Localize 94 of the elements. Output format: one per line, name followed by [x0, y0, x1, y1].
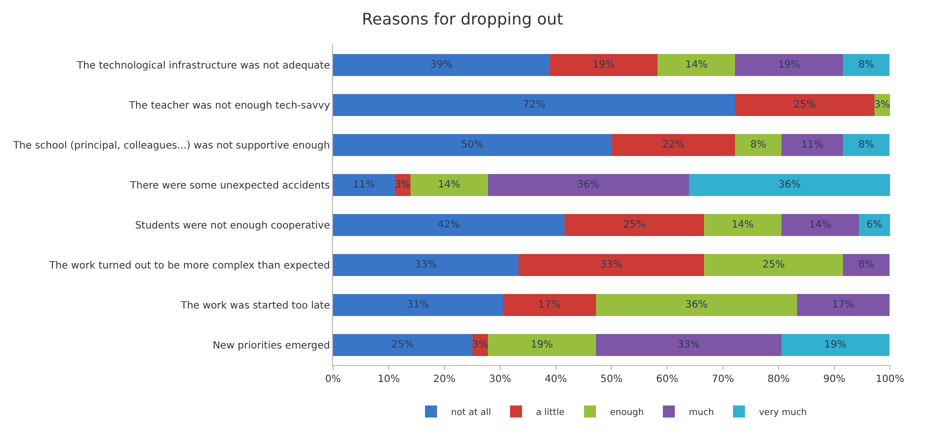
- bar: [735, 54, 844, 76]
- data-label: 8%: [858, 260, 874, 270]
- data-label: 6%: [866, 220, 882, 230]
- bar: [488, 174, 689, 196]
- bar: [781, 134, 844, 156]
- y-tick-label: Students were not enough cooperative: [135, 220, 330, 232]
- data-label: 14%: [732, 220, 754, 230]
- bar: [596, 294, 797, 316]
- data-label: 14%: [685, 60, 708, 70]
- bar: [781, 334, 890, 356]
- bar: [333, 134, 612, 156]
- legend-label: not at all: [451, 408, 492, 418]
- bar: [843, 54, 890, 76]
- data-label: 36%: [685, 300, 708, 310]
- data-label: 72%: [522, 100, 546, 110]
- data-label: 39%: [430, 60, 452, 70]
- x-tick-label: 100%: [876, 374, 904, 385]
- data-label: 25%: [762, 260, 785, 270]
- bar: [333, 94, 736, 116]
- bar: [596, 334, 782, 356]
- bar: [612, 134, 736, 156]
- chart-title: Reasons for dropping out: [362, 9, 564, 28]
- data-label: 19%: [824, 340, 847, 350]
- data-label: 25%: [623, 220, 646, 230]
- data-label: 25%: [392, 340, 414, 350]
- bar: [564, 214, 704, 236]
- y-tick-label: The technological infrastructure was not adequate: [76, 60, 330, 72]
- data-label: 14%: [438, 180, 460, 190]
- data-label: 8%: [750, 140, 766, 150]
- bar: [781, 214, 859, 236]
- data-label: 22%: [662, 140, 684, 150]
- data-label: 33%: [678, 340, 700, 350]
- data-label: 36%: [778, 180, 801, 190]
- x-tick-label: 0%: [325, 374, 341, 385]
- bar: [735, 94, 874, 116]
- data-label: 25%: [794, 100, 816, 110]
- legend-label: much: [688, 408, 714, 418]
- data-label: 17%: [832, 300, 854, 310]
- data-label: 33%: [414, 260, 437, 270]
- bar: [858, 214, 890, 236]
- data-label: 17%: [538, 300, 561, 310]
- x-tick-label: 10%: [378, 374, 400, 385]
- bar: [333, 174, 395, 196]
- bar: [843, 254, 890, 276]
- data-label: 50%: [461, 140, 484, 150]
- x-tick-label: 30%: [488, 374, 512, 385]
- legend-label: enough: [610, 408, 644, 418]
- bar: [704, 214, 782, 236]
- x-tick-label: 80%: [767, 374, 790, 385]
- data-label: 11%: [801, 140, 824, 150]
- legend-label: very much: [758, 408, 807, 418]
- data-label: 8%: [858, 140, 874, 150]
- data-label: 42%: [438, 220, 460, 230]
- bar: [502, 294, 596, 316]
- bar: [410, 174, 488, 196]
- data-label: 3%: [472, 340, 488, 350]
- bar: [550, 54, 658, 76]
- bar: [333, 214, 565, 236]
- data-label: 19%: [592, 60, 615, 70]
- data-label: 11%: [352, 180, 376, 190]
- bar: [488, 334, 596, 356]
- data-label: 3%: [394, 180, 411, 190]
- data-label: 3%: [874, 100, 890, 110]
- bar: [843, 134, 890, 156]
- y-tick-label: The work was started too late: [180, 300, 330, 312]
- bar: [688, 174, 890, 196]
- bar: [796, 294, 890, 316]
- legend-label: a little: [536, 408, 565, 418]
- data-label: 31%: [406, 300, 430, 310]
- x-tick-label: 70%: [712, 374, 734, 385]
- data-label: 36%: [577, 180, 600, 190]
- bar: [333, 54, 550, 76]
- y-tick-label: The school (principal, colleagues...) was not supportive enough: [12, 140, 330, 152]
- bar: [518, 254, 704, 276]
- y-tick-label: New priorities emerged: [212, 340, 330, 352]
- data-label: 8%: [858, 60, 874, 70]
- data-label: 19%: [530, 340, 553, 350]
- bar: [735, 134, 782, 156]
- y-tick-label: There were some unexpected accidents: [129, 180, 330, 192]
- x-tick-label: 20%: [433, 374, 456, 385]
- x-tick-label: 40%: [544, 374, 567, 385]
- data-label: 14%: [808, 220, 832, 230]
- y-tick-label: The teacher was not enough tech-savvy: [128, 100, 330, 112]
- x-tick-label: 90%: [823, 374, 846, 385]
- bar: [658, 54, 736, 76]
- y-tick-label: The work turned out to be more complex than expected: [48, 260, 330, 272]
- data-label: 33%: [600, 260, 622, 270]
- bar: [333, 294, 503, 316]
- x-tick-label: 60%: [656, 374, 678, 385]
- bar: [333, 334, 472, 356]
- bar: [333, 254, 518, 276]
- data-label: 19%: [778, 60, 800, 70]
- bar: [704, 254, 844, 276]
- x-tick-label: 50%: [600, 374, 623, 385]
